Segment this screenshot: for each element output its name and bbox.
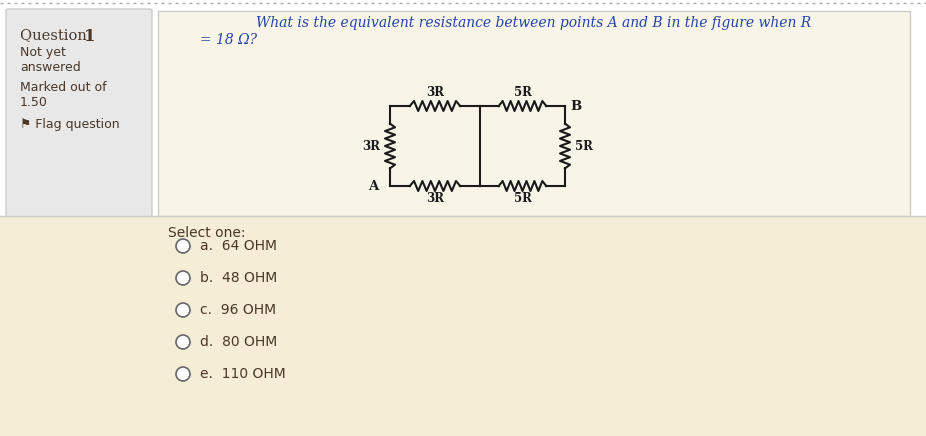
Text: B: B: [570, 99, 582, 112]
Text: Not yet: Not yet: [20, 46, 66, 59]
Text: e.  110 OHM: e. 110 OHM: [200, 367, 286, 381]
Text: 5R: 5R: [514, 192, 532, 205]
Text: A: A: [368, 180, 378, 193]
Text: 1.50: 1.50: [20, 96, 48, 109]
Text: = 18 Ω?: = 18 Ω?: [200, 33, 257, 47]
Text: 1: 1: [84, 28, 95, 45]
Text: Question: Question: [20, 28, 92, 42]
Text: d.  80 OHM: d. 80 OHM: [200, 335, 277, 349]
Circle shape: [176, 335, 190, 349]
Text: ⚑ Flag question: ⚑ Flag question: [20, 118, 119, 131]
Text: answered: answered: [20, 61, 81, 74]
Circle shape: [176, 239, 190, 253]
Circle shape: [176, 271, 190, 285]
Text: Marked out of: Marked out of: [20, 81, 106, 94]
Text: What is the equivalent resistance between points A and B in the figure when R: What is the equivalent resistance betwee…: [257, 16, 811, 30]
Text: a.  64 OHM: a. 64 OHM: [200, 239, 277, 253]
FancyBboxPatch shape: [6, 9, 152, 218]
Text: 3R: 3R: [426, 192, 444, 205]
Text: Select one:: Select one:: [168, 226, 245, 240]
Text: 3R: 3R: [426, 86, 444, 99]
Circle shape: [176, 303, 190, 317]
Text: 5R: 5R: [514, 86, 532, 99]
Bar: [158, 11, 910, 216]
Text: 3R: 3R: [362, 140, 380, 153]
Text: 5R: 5R: [575, 140, 593, 153]
Text: c.  96 OHM: c. 96 OHM: [200, 303, 276, 317]
Circle shape: [176, 367, 190, 381]
Text: b.  48 OHM: b. 48 OHM: [200, 271, 277, 285]
Bar: [0, 216, 926, 436]
